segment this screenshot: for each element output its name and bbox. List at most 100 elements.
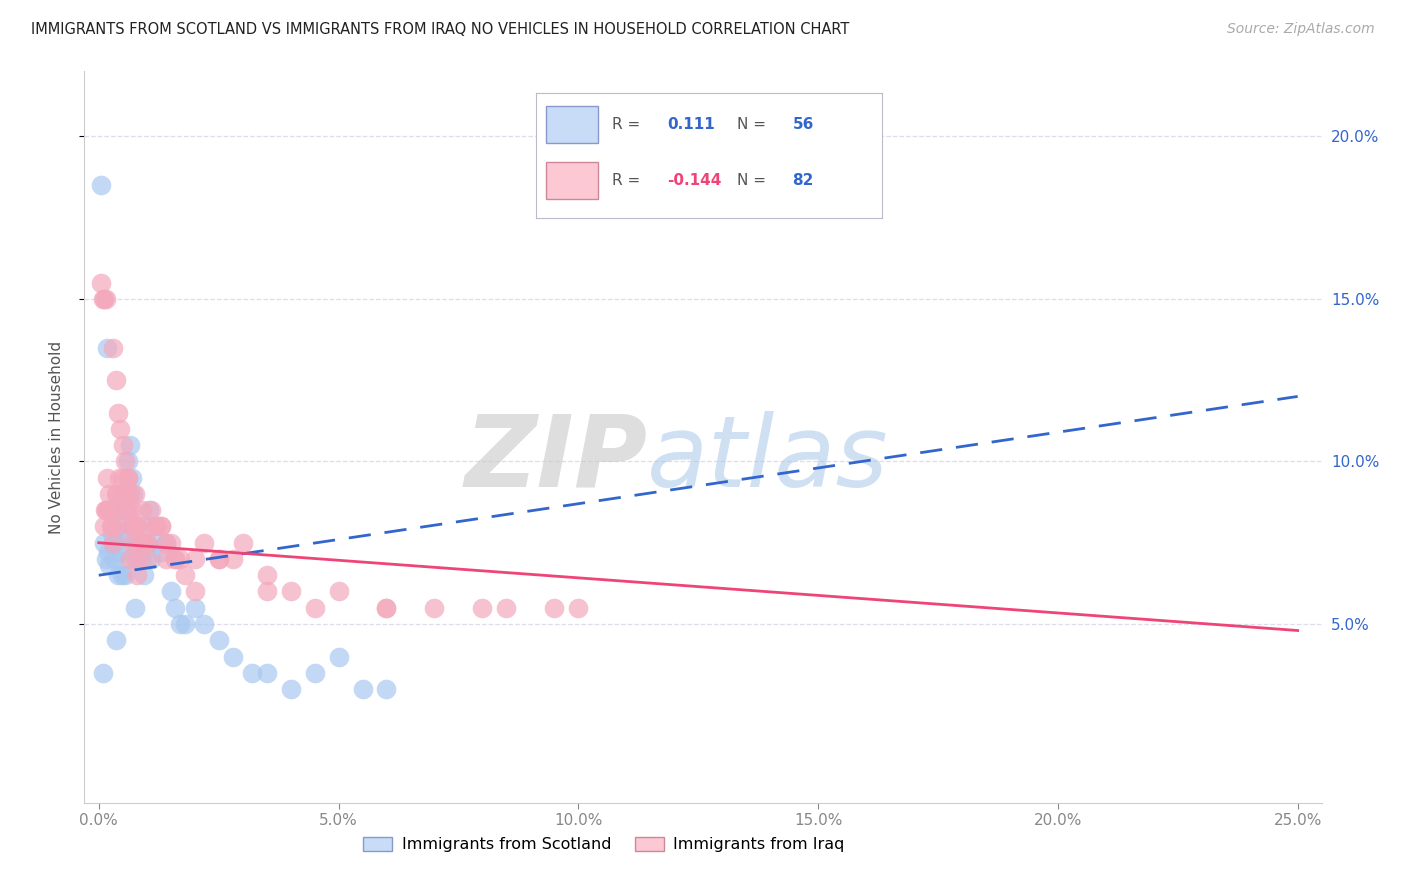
Point — [98, 558, 121, 573]
Point — [103, 552, 125, 566]
Point — [90, 178, 112, 193]
Point — [98, 487, 121, 501]
Point — [111, 487, 134, 501]
Point — [107, 519, 129, 533]
Text: Source: ZipAtlas.com: Source: ZipAtlas.com — [1227, 22, 1375, 37]
Point — [208, 552, 231, 566]
Point — [101, 341, 124, 355]
Point — [127, 568, 149, 582]
Point — [114, 503, 136, 517]
Point — [94, 503, 117, 517]
Point — [134, 535, 156, 549]
Point — [169, 552, 191, 566]
Point — [112, 503, 135, 517]
Point — [122, 519, 145, 533]
Point — [280, 584, 302, 599]
Point — [90, 276, 112, 290]
Point — [115, 552, 138, 566]
Point — [155, 552, 177, 566]
Point — [150, 519, 173, 533]
Point — [138, 503, 160, 517]
Point — [104, 487, 127, 501]
Point — [110, 545, 132, 559]
Point — [222, 649, 245, 664]
Point — [122, 487, 145, 501]
Point — [240, 665, 263, 680]
Point — [165, 552, 187, 566]
Point — [111, 471, 134, 485]
Point — [121, 503, 143, 517]
Point — [193, 617, 215, 632]
Point — [107, 568, 129, 582]
Legend: Immigrants from Scotland, Immigrants from Iraq: Immigrants from Scotland, Immigrants fro… — [359, 831, 849, 857]
Point — [543, 600, 565, 615]
Text: atlas: atlas — [647, 410, 889, 508]
Text: ZIP: ZIP — [464, 410, 647, 508]
Point — [128, 535, 150, 549]
Point — [131, 503, 153, 517]
Point — [93, 292, 115, 306]
Point — [256, 584, 278, 599]
Point — [141, 503, 163, 517]
Point — [169, 617, 191, 632]
Point — [127, 552, 149, 566]
Point — [93, 503, 115, 517]
Point — [108, 526, 131, 541]
Point — [114, 568, 136, 582]
Point — [232, 535, 254, 549]
Point — [94, 552, 117, 566]
Point — [183, 600, 205, 615]
Point — [117, 454, 139, 468]
Point — [141, 552, 163, 566]
Point — [159, 584, 181, 599]
Point — [111, 487, 134, 501]
Point — [117, 471, 139, 485]
Point — [222, 552, 245, 566]
Point — [155, 535, 177, 549]
Point — [104, 633, 127, 648]
Point — [111, 438, 134, 452]
Point — [97, 545, 120, 559]
Point — [155, 535, 177, 549]
Point — [104, 373, 127, 387]
Point — [352, 681, 374, 696]
Point — [150, 545, 173, 559]
Point — [280, 681, 302, 696]
Point — [145, 519, 167, 533]
Point — [208, 552, 231, 566]
Point — [96, 341, 118, 355]
Point — [193, 535, 215, 549]
Point — [165, 600, 187, 615]
Point — [127, 535, 149, 549]
Point — [145, 519, 167, 533]
Point — [115, 487, 138, 501]
Point — [135, 535, 157, 549]
Point — [94, 292, 117, 306]
Point — [93, 535, 115, 549]
Point — [108, 471, 131, 485]
Point — [118, 487, 141, 501]
Point — [100, 503, 122, 517]
Point — [103, 503, 125, 517]
Point — [174, 617, 197, 632]
Point — [124, 487, 146, 501]
Point — [120, 519, 142, 533]
Point — [128, 545, 150, 559]
Point — [375, 681, 398, 696]
Point — [97, 503, 120, 517]
Point — [159, 535, 181, 549]
Point — [127, 519, 149, 533]
Point — [183, 584, 205, 599]
Point — [375, 600, 398, 615]
Point — [134, 568, 156, 582]
Point — [165, 552, 187, 566]
Point — [96, 471, 118, 485]
Point — [256, 665, 278, 680]
Point — [121, 471, 143, 485]
Point — [145, 535, 167, 549]
Point — [135, 535, 157, 549]
Point — [125, 552, 148, 566]
Point — [121, 535, 143, 549]
Point — [304, 600, 326, 615]
Point — [131, 552, 153, 566]
